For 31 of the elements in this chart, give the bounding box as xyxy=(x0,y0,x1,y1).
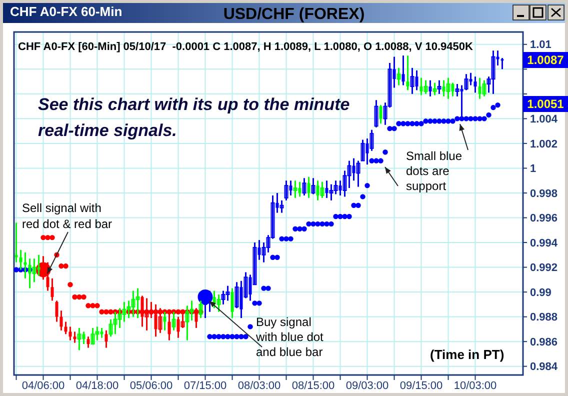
y-tick-label: 1 xyxy=(530,163,536,176)
y-tick-label: 0.992 xyxy=(530,262,558,274)
text: 1.0051 xyxy=(527,97,564,112)
x-tick-label: 05/06:00 xyxy=(130,380,173,392)
y-tick-label: 0.996 xyxy=(530,212,558,225)
y-tick-label: 0.984 xyxy=(530,361,558,374)
y-tick-label: 1.002 xyxy=(530,138,558,150)
annotation: Small blue dots are support xyxy=(406,149,462,193)
annotation: (Time in PT) xyxy=(430,347,504,362)
x-tick-label: 08/15:00 xyxy=(292,380,335,392)
x-tick-label: 04/06:00 xyxy=(22,380,65,392)
text: 1.0087 xyxy=(527,53,564,68)
x-tick-label: 07/15:00 xyxy=(184,380,227,392)
text: CHF A0-FX [60-Min] 05/10/17 -0.0001 C 1.0087, H 1.0089, L 1.0080, O 1.0088, V 10.9450K xyxy=(18,41,473,53)
text: CHF A0-FX 60-Min xyxy=(10,4,122,19)
annotation: See this chart with its up to the minute real-time signals. xyxy=(38,95,350,140)
y-tick-label: 0.994 xyxy=(530,237,558,250)
y-tick-label: 0.986 xyxy=(530,336,558,348)
y-tick-label: 1.01 xyxy=(530,39,552,52)
x-tick-label: 04/18:00 xyxy=(76,380,119,392)
x-tick-label: 10/03:00 xyxy=(454,380,497,392)
chart-title: USD/CHF (FOREX) xyxy=(223,6,365,23)
x-tick-label: 08/03:00 xyxy=(238,380,281,392)
x-tick-label: 09/15:00 xyxy=(400,380,443,392)
annotation: Sell signal with red dot & red bar xyxy=(22,201,112,231)
annotation: Buy signal with blue dot and blue bar xyxy=(255,315,324,359)
y-tick-label: 0.988 xyxy=(530,312,558,324)
y-tick-label: 0.99 xyxy=(530,286,552,299)
x-tick-label: 09/03:00 xyxy=(346,380,389,392)
y-tick-label: 0.998 xyxy=(530,188,558,200)
y-tick-label: 1.004 xyxy=(530,114,558,126)
